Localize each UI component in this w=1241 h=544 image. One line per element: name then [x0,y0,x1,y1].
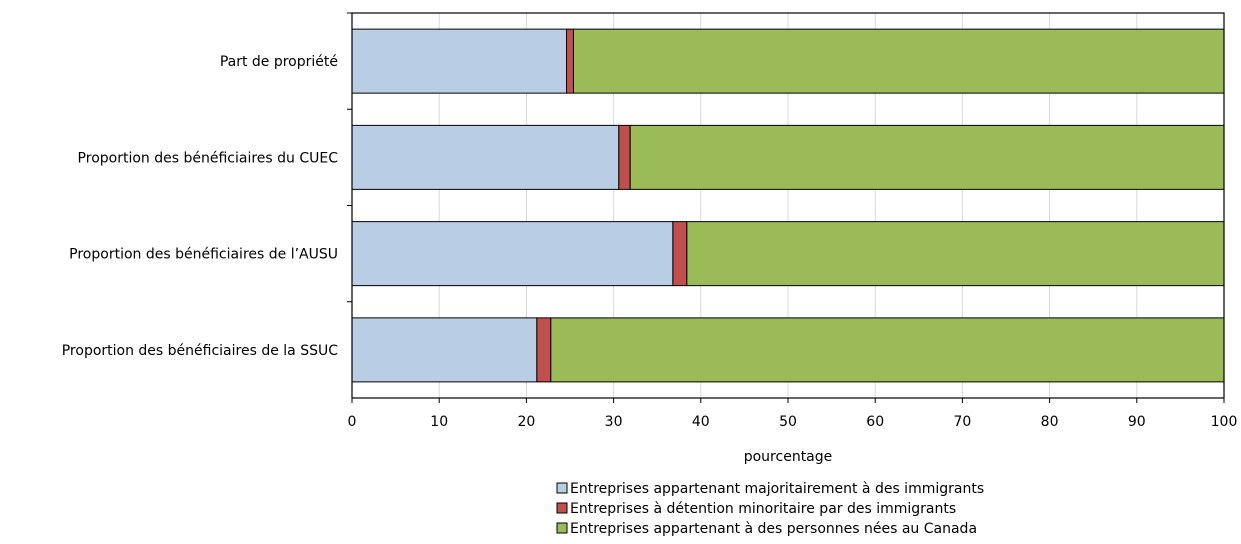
category-label: Proportion des bénéficiaires de la SSUC [62,343,338,359]
bar-segment-series-3 [629,124,1225,190]
x-tick-label: 40 [692,414,710,430]
bar-segment-series-2 [566,28,574,94]
legend-swatch [556,482,568,494]
x-tick-label: 30 [605,414,623,430]
legend-label: Entreprises à détention minoritaire par … [570,501,956,517]
legend-swatch [556,502,568,514]
bar-segment-series-1 [351,221,674,287]
x-tick-label: 10 [430,414,448,430]
x-tick-labels: 0 10 20 30 40 50 60 70 80 90 100 [348,414,1238,430]
x-tick-label: 70 [953,414,971,430]
category-label: Proportion des bénéficiaires du CUEC [78,150,339,166]
legend-label: Entreprises appartenant majoritairement … [570,481,984,497]
bar-segment-series-3 [572,28,1225,94]
bar-segment-series-2 [536,317,552,383]
bars [351,28,1225,383]
x-tick-label: 20 [517,414,535,430]
bar-segment-series-1 [351,317,538,383]
bar-segment-series-2 [618,124,631,190]
x-tick-label: 50 [779,414,797,430]
legend-label: Entreprises appartenant à des personnes … [570,521,977,537]
x-tick-label: 0 [348,414,357,430]
x-tick-label: 80 [1041,414,1059,430]
legend: Entreprises appartenant majoritairement … [556,481,984,537]
x-axis-title: pourcentage [744,449,833,465]
bar-segment-series-3 [686,221,1225,287]
x-tick-label: 100 [1211,414,1238,430]
category-labels: Part de propriété Proportion des bénéfici… [62,54,338,359]
bar-segment-series-1 [351,124,620,190]
axes [347,12,1225,403]
legend-swatch [556,522,568,534]
category-label: Proportion des bénéficiaires de l’AUSU [69,247,338,263]
bar-segment-series-3 [550,317,1225,383]
bar-segment-series-1 [351,28,568,94]
x-tick-label: 60 [866,414,884,430]
bar-segment-series-2 [672,221,688,287]
x-tick-label: 90 [1128,414,1146,430]
category-label: Part de propriété [220,54,338,70]
